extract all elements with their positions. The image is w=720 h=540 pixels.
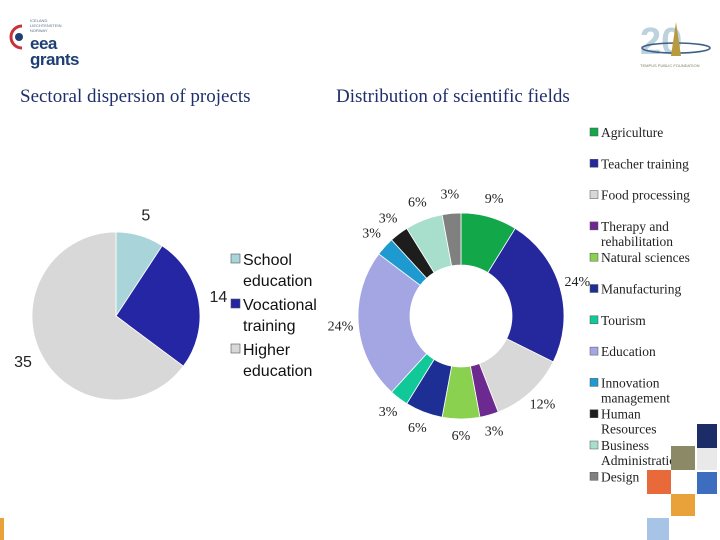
- donut-legend-swatch: [589, 190, 599, 199]
- pie-legend-label: education: [243, 363, 312, 380]
- donut-data-label: 9%: [485, 192, 504, 207]
- pie-legend-swatch: [230, 253, 241, 264]
- donut-legend-swatch: [589, 284, 599, 293]
- deco-square: [697, 424, 717, 448]
- donut-legend-label: Resources: [601, 422, 656, 437]
- deco-square: [697, 472, 717, 494]
- donut-legend-label: Agriculture: [601, 125, 663, 140]
- donut-legend-label: rehabilitation: [601, 234, 673, 249]
- deco-square: [647, 518, 669, 540]
- donut-legend-swatch: [589, 440, 599, 450]
- pie-data-label: 14: [210, 289, 228, 306]
- pie-data-label: 5: [141, 208, 150, 225]
- donut-data-label: 6%: [408, 421, 427, 436]
- pie-legend-label: training: [243, 318, 295, 335]
- donut-legend-label: Therapy and: [601, 219, 669, 234]
- donut-legend-swatch: [589, 409, 599, 418]
- donut-data-label: 3%: [485, 425, 504, 440]
- tempus-logo: 20 TEMPUS PUBLIC FOUNDATION: [638, 18, 714, 74]
- logo-grants-text: grants: [30, 50, 79, 69]
- donut-slice: [441, 212, 462, 267]
- donut-legend-label: Food processing: [601, 188, 690, 203]
- tempus-20-years-logo-icon: 20: [640, 21, 711, 63]
- logo-eea-text: eea: [30, 34, 57, 53]
- donut-legend-label: Teacher training: [601, 156, 689, 171]
- deco-bar: [0, 518, 4, 540]
- donut-data-label: 6%: [452, 429, 471, 444]
- donut-legend-label: Tourism: [601, 313, 646, 328]
- deco-square: [671, 446, 695, 470]
- donut-legend-swatch: [589, 378, 599, 387]
- donut-legend-label: Innovation: [601, 375, 660, 390]
- chart-title-sectoral: Sectoral dispersion of projects: [20, 86, 251, 107]
- donut-data-label: 3%: [379, 405, 398, 420]
- donut-legend-label: Manufacturing: [601, 282, 681, 297]
- donut-legend-swatch: [589, 127, 599, 137]
- pie-legend-swatch: [230, 343, 241, 354]
- donut-slice: [357, 253, 428, 393]
- pie-legend-label: School: [243, 252, 292, 269]
- donut-legend-label: management: [601, 390, 670, 405]
- pie-data-label: 35: [14, 354, 32, 371]
- donut-data-label: 6%: [408, 195, 427, 210]
- donut-legend-swatch: [589, 252, 599, 262]
- pie-legend-label: education: [243, 273, 312, 290]
- donut-data-label: 3%: [362, 227, 381, 242]
- donut-legend-swatch: [589, 315, 599, 325]
- donut-data-label: 24%: [565, 275, 591, 290]
- deco-square: [647, 470, 671, 494]
- donut-data-label: 12%: [530, 398, 556, 413]
- chart-title-scientific-fields: Distribution of scientific fields: [336, 86, 570, 107]
- donut-legend-label: Human: [601, 407, 641, 422]
- donut-legend-label: Design: [601, 469, 639, 484]
- pie-legend-label: Vocational: [243, 297, 317, 314]
- pie-legend-label: Higher: [243, 342, 291, 359]
- donut-data-label: 3%: [379, 212, 398, 227]
- donut-slice: [487, 227, 565, 363]
- logo-tempus-text: TEMPUS PUBLIC FOUNDATION: [640, 63, 700, 68]
- donut-legend-label: Business: [601, 438, 649, 453]
- donut-legend-swatch: [589, 472, 599, 481]
- donut-legend-swatch: [589, 346, 599, 356]
- deco-square: [671, 494, 695, 516]
- logo-country-text: ICELAND LIECHTENSTEIN NORWAY: [30, 18, 62, 33]
- eea-grants-logo-icon: [9, 24, 23, 50]
- eea-grants-logo: ICELAND LIECHTENSTEIN NORWAY eea grants: [6, 14, 106, 70]
- donut-legend-label: Natural sciences: [601, 250, 690, 265]
- pie-slice: [115, 245, 201, 367]
- donut-data-label: 24%: [328, 319, 354, 334]
- pie-legend-swatch: [230, 298, 241, 309]
- donut-legend-swatch: [589, 159, 599, 168]
- donut-data-label: 3%: [440, 188, 459, 203]
- pie-slice: [31, 231, 184, 401]
- deco-square: [697, 448, 717, 470]
- donut-legend-label: Administration: [601, 453, 683, 468]
- donut-legend-swatch: [589, 221, 599, 231]
- donut-legend-label: Education: [601, 344, 656, 359]
